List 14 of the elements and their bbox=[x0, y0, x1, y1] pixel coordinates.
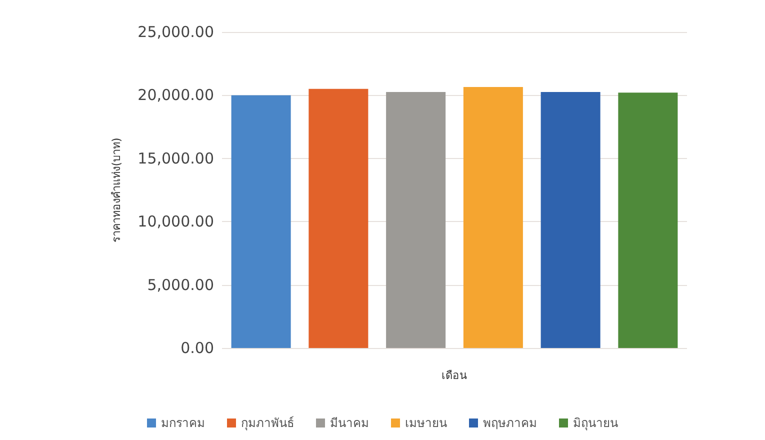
legend-label: มิถุนายน bbox=[573, 416, 618, 431]
y-tick-label: 0.00 bbox=[180, 339, 214, 357]
legend-label: มกราคม bbox=[161, 416, 205, 430]
y-tick-label: 20,000.00 bbox=[138, 86, 214, 104]
legend-label: มีนาคม bbox=[330, 416, 369, 430]
y-axis-title: ราคาทองคำแท่ง(บาท) bbox=[110, 138, 123, 242]
x-axis-title: เดือน bbox=[442, 369, 468, 382]
y-tick-label: 10,000.00 bbox=[138, 212, 214, 231]
y-tick-label: 5,000.00 bbox=[147, 276, 214, 294]
y-tick-label: 15,000.00 bbox=[138, 149, 214, 168]
legend-label: พฤษภาคม bbox=[483, 416, 537, 430]
legend-label: กุมภาพันธ์ bbox=[241, 416, 294, 431]
legend-label: เมษายน bbox=[405, 416, 447, 430]
y-tick-label: 25,000.00 bbox=[138, 23, 214, 41]
